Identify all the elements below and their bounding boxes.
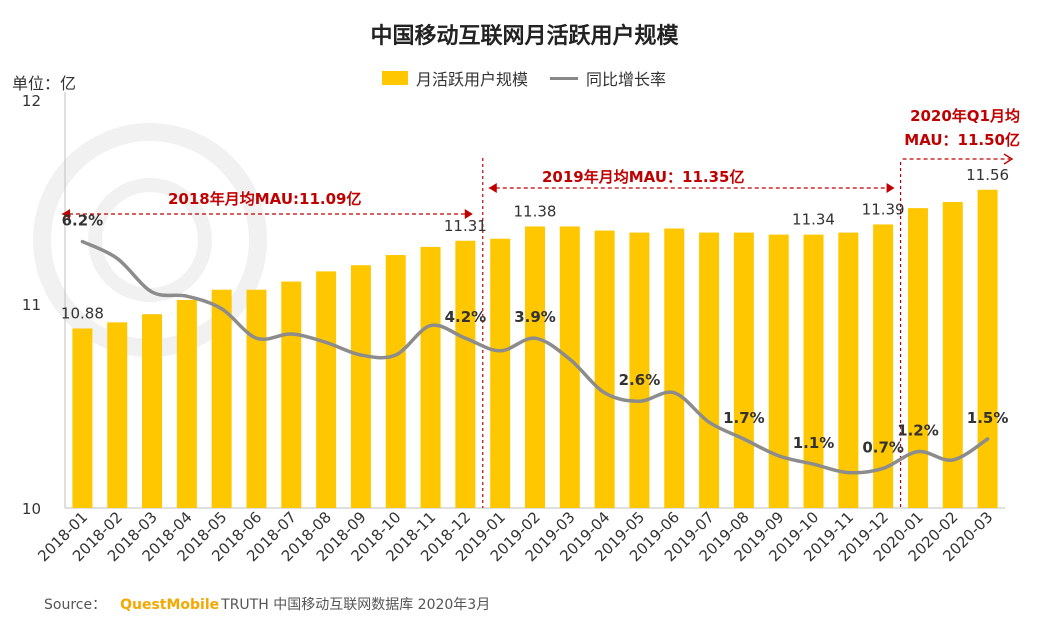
bar-2020-03 — [977, 189, 998, 508]
bar-2018-01 — [72, 328, 93, 508]
bar-2020-02 — [942, 202, 963, 508]
legend-bar-label: 月活跃用户规模 — [416, 70, 529, 89]
range-arrow-2019-head-right — [886, 183, 895, 193]
bar-2019-10 — [803, 234, 824, 508]
bar-2018-07 — [281, 281, 302, 508]
bar-2018-08 — [316, 271, 337, 508]
source-rest: TRUTH 中国移动互联网数据库 2020年3月 — [221, 597, 491, 613]
bar-2018-09 — [350, 265, 371, 508]
bar-2018-05 — [211, 289, 232, 508]
range-arrow-2020-head — [1003, 153, 1014, 165]
legend: 月活跃用户规模 同比增长率 — [382, 66, 666, 90]
bar-value-label: 10.88 — [61, 304, 104, 322]
bar-2019-03 — [559, 226, 580, 509]
bar-2019-05 — [629, 232, 650, 508]
mau-2020q1-line2: MAU：11.50亿 — [904, 131, 1020, 149]
y-tick-label: 11 — [22, 296, 41, 314]
source-brand: QuestMobile — [120, 597, 220, 613]
line-value-label: 0.7% — [862, 438, 904, 456]
watermark-ring — [88, 178, 212, 302]
bar-2019-11 — [838, 232, 859, 508]
bar-2019-08 — [733, 232, 754, 508]
line-value-label: 1.1% — [793, 434, 835, 452]
bar-2019-09 — [768, 234, 789, 508]
bar-2018-10 — [385, 255, 406, 508]
mau-2019-annotation: 2019年月均MAU：11.35亿 — [542, 168, 745, 186]
mau-2020q1-line1: 2020年Q1月均 — [910, 107, 1020, 125]
bar-2018-06 — [246, 289, 267, 508]
y-tick-label: 12 — [22, 92, 41, 110]
legend-line-label: 同比增长率 — [586, 70, 667, 89]
legend-bar-swatch — [382, 71, 408, 85]
legend-line-swatch — [550, 76, 579, 80]
bar-value-label: 11.31 — [444, 217, 487, 235]
bar-2018-11 — [420, 246, 441, 508]
line-value-label: 2.6% — [619, 371, 661, 389]
source-prefix: Source： — [44, 597, 107, 613]
bar-value-label: 11.39 — [862, 200, 905, 218]
line-value-label: 1.5% — [967, 409, 1009, 427]
bar-2018-02 — [107, 322, 128, 508]
line-value-label: 1.7% — [723, 409, 765, 427]
range-arrow-2018-head-left — [62, 209, 70, 219]
source-note: Source： QuestMobile TRUTH 中国移动互联网数据库 2020年… — [44, 594, 490, 614]
line-value-label: 3.9% — [514, 308, 556, 326]
bar-2019-12 — [873, 224, 894, 508]
line-value-label: 4.2% — [445, 308, 487, 326]
range-arrow-2019-head-left — [488, 183, 497, 193]
bar-value-label: 11.56 — [966, 166, 1009, 184]
growth-rate-line — [80, 239, 990, 475]
bar-2019-02 — [525, 226, 545, 509]
bar-2018-03 — [142, 314, 163, 508]
y-tick-label: 10 — [22, 500, 41, 518]
bar-value-label: 11.34 — [792, 211, 835, 229]
chart-title: 中国移动互联网月活跃用户规模 — [370, 24, 679, 49]
bar-2018-04 — [176, 299, 197, 508]
bar-2019-06 — [664, 228, 685, 508]
mau-2020q1-annotation: 2020年Q1月均 MAU：11.50亿 — [880, 104, 1020, 152]
line-value-label: 1.2% — [897, 422, 939, 440]
bar-value-label: 11.38 — [514, 202, 557, 220]
mau-2018-annotation: 2018年月均MAU:11.09亿 — [168, 190, 362, 208]
bar-2019-04 — [594, 230, 615, 508]
bar-2019-07 — [699, 232, 720, 508]
line-value-label: 6.2% — [62, 212, 104, 230]
bar-2018-12 — [455, 240, 476, 508]
range-arrow-2018-head-right — [464, 209, 473, 219]
bar-2019-01 — [490, 238, 511, 508]
unit-label: 单位：亿 — [12, 74, 77, 93]
bar-2020-01 — [907, 208, 928, 508]
